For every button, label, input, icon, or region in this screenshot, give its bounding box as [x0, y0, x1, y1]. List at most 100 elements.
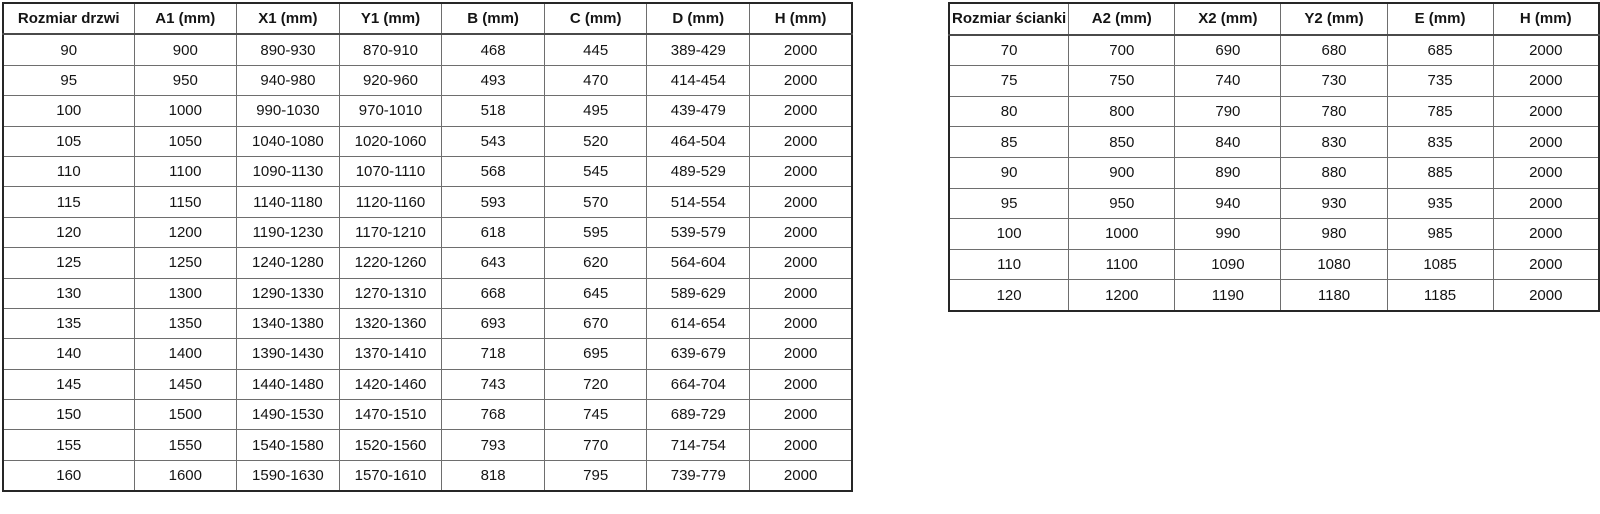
table-cell: 2000: [749, 429, 853, 461]
table-cell: 890: [1174, 156, 1282, 189]
table-cell: 1600: [133, 459, 238, 492]
table-cell: 1190: [1174, 279, 1282, 312]
column-header: E (mm): [1386, 2, 1494, 36]
table-cell: 1080: [1280, 248, 1388, 281]
table-row: 140 1400 1390-1430 1370-1410 718 695 639-679 20…: [2, 338, 853, 370]
table-row: 130 1300 1290-1330 1270-1310 668 645 589-629 20…: [2, 277, 853, 309]
table-cell: 695: [543, 338, 648, 370]
table-cell: 495: [543, 95, 648, 127]
table-cell: 785: [1386, 95, 1494, 128]
table-cell: 718: [441, 338, 545, 370]
table-cell: 1440-1480: [236, 368, 340, 401]
table-cell: 818: [441, 459, 545, 492]
table-cell: 1000: [133, 95, 238, 127]
table-cell: 155: [2, 429, 135, 461]
table-cell: 670: [543, 307, 648, 340]
table-row: 95 950 940-980 920-960 493 470 414-454 2000: [2, 64, 853, 97]
table-cell: 2000: [749, 186, 853, 218]
table-cell: 2000: [1492, 65, 1600, 97]
table-cell: 568: [441, 155, 545, 188]
table-cell: 685: [1386, 34, 1494, 67]
table-cell: 620: [543, 247, 648, 279]
table-cell: 140: [2, 338, 135, 370]
table-cell: 639-679: [646, 338, 751, 370]
table-row: 100 1000 990-1030 970-1010 518 495 439-479 2000: [2, 95, 853, 127]
table-cell: 1500: [133, 399, 238, 431]
table-cell: 880: [1280, 156, 1388, 189]
wall-size-table: Rozmiar ścianki A2 (mm) X2 (mm) Y2 (mm) E (m…: [948, 2, 1600, 312]
table-cell: 1200: [1068, 279, 1176, 312]
table-row: 95 950 940 930 935 2000: [948, 187, 1600, 220]
table-cell: 2000: [1492, 218, 1600, 250]
table-row: 110 1100 1090-1130 1070-1110 568 545 489-529 20…: [2, 155, 853, 188]
table-cell: 120: [948, 279, 1070, 312]
table-cell: 1590-1630: [236, 459, 340, 492]
table-cell: 2000: [749, 33, 853, 66]
table-cell: 95: [948, 187, 1070, 220]
table-row: 75 750 740 730 735 2000: [948, 65, 1600, 97]
table-cell: 690: [1174, 34, 1282, 67]
table-cell: 768: [441, 399, 545, 431]
table-cell: 1570-1610: [338, 459, 443, 492]
table-cell: 1090-1130: [236, 155, 340, 188]
table-cell: 595: [543, 216, 648, 249]
table-row: 115 1150 1140-1180 1120-1160 593 570 514-554 20…: [2, 186, 853, 218]
table-cell: 1020-1060: [338, 125, 443, 157]
table-cell: 930: [1280, 187, 1388, 220]
column-header: X1 (mm): [236, 2, 340, 36]
table-row: 135 1350 1340-1380 1320-1360 693 670 614-654 20…: [2, 307, 853, 340]
table-cell: 1420-1460: [338, 368, 443, 401]
table-cell: 1240-1280: [236, 247, 340, 279]
table-cell: 2000: [749, 368, 853, 401]
table-cell: 700: [1068, 34, 1176, 67]
table-cell: 1120-1160: [338, 186, 443, 218]
table-cell: 693: [441, 307, 545, 340]
table-cell: 1400: [133, 338, 238, 370]
table-cell: 1200: [133, 216, 238, 249]
table-cell: 970-1010: [338, 95, 443, 127]
column-header: A1 (mm): [133, 2, 238, 36]
table-cell: 1150: [133, 186, 238, 218]
table-cell: 95: [2, 64, 135, 97]
table-cell: 1390-1430: [236, 338, 340, 370]
table-cell: 2000: [1492, 279, 1600, 312]
table-cell: 770: [543, 429, 648, 461]
column-header: Y1 (mm): [338, 2, 443, 36]
table-cell: 135: [2, 307, 135, 340]
table-cell: 940-980: [236, 64, 340, 97]
table-cell: 2000: [749, 125, 853, 157]
table-cell: 680: [1280, 34, 1388, 67]
table-cell: 2000: [749, 307, 853, 340]
table-cell: 1180: [1280, 279, 1388, 312]
table-cell: 1100: [133, 155, 238, 188]
table-cell: 470: [543, 64, 648, 97]
table-cell: 2000: [749, 338, 853, 370]
table-cell: 110: [2, 155, 135, 188]
table-row: 105 1050 1040-1080 1020-1060 543 520 464-504 20…: [2, 125, 853, 157]
table-cell: 990: [1174, 218, 1282, 250]
table-cell: 1320-1360: [338, 307, 443, 340]
column-header: B (mm): [441, 2, 545, 36]
column-header: H (mm): [1492, 2, 1600, 36]
table-cell: 160: [2, 459, 135, 492]
column-header: X2 (mm): [1174, 2, 1282, 36]
table-cell: 780: [1280, 95, 1388, 128]
table-cell: 790: [1174, 95, 1282, 128]
table-cell: 950: [133, 64, 238, 97]
table-cell: 795: [543, 459, 648, 492]
table-cell: 445: [543, 33, 648, 66]
table-cell: 145: [2, 368, 135, 401]
table-cell: 2000: [1492, 95, 1600, 128]
table-cell: 900: [1068, 156, 1176, 189]
table-cell: 935: [1386, 187, 1494, 220]
table-cell: 130: [2, 277, 135, 309]
table-cell: 743: [441, 368, 545, 401]
table-cell: 664-704: [646, 368, 751, 401]
table-cell: 1490-1530: [236, 399, 340, 431]
column-header: A2 (mm): [1068, 2, 1176, 36]
table-cell: 885: [1386, 156, 1494, 189]
table-cell: 1350: [133, 307, 238, 340]
table-cell: 570: [543, 186, 648, 218]
column-header: Rozmiar drzwi: [2, 2, 135, 36]
table-cell: 85: [948, 126, 1070, 158]
